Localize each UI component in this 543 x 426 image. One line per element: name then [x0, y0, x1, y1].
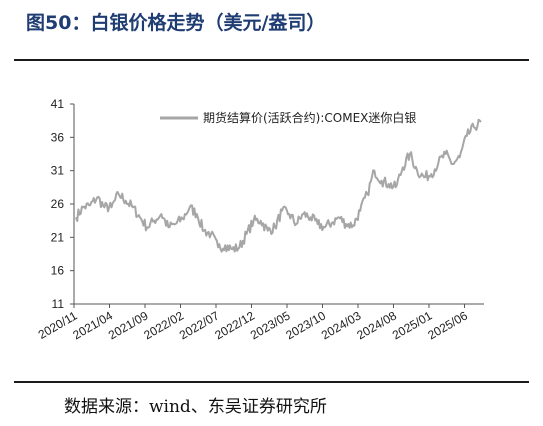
y-tick-label: 31 [51, 164, 65, 178]
bottom-rule [14, 381, 529, 383]
top-rule [14, 59, 529, 61]
series-line [75, 118, 482, 253]
x-tick-label: 2021/09 [106, 308, 151, 342]
series-layer [75, 118, 482, 253]
x-tick-label: 2022/02 [141, 308, 186, 342]
y-tick-label: 16 [51, 264, 65, 278]
x-tick-label: 2024/03 [319, 308, 364, 342]
y-tick-label: 11 [52, 297, 65, 311]
x-tick-label: 2022/12 [212, 308, 257, 342]
x-tick-label: 2022/07 [177, 308, 222, 342]
legend-label: 期货结算价(活跃合约):COMEX迷你白银 [203, 110, 416, 125]
x-tick-label: 2024/08 [354, 308, 399, 342]
x-tick-label: 2021/04 [70, 308, 115, 342]
x-tick-label: 2025/06 [425, 308, 470, 342]
chart-legend: 期货结算价(活跃合约):COMEX迷你白银 [160, 110, 416, 125]
source-note: 数据来源：wind、东吴证券研究所 [64, 397, 327, 417]
y-tick-label: 21 [51, 230, 65, 244]
y-tick-label: 36 [51, 130, 65, 144]
x-tick-label: 2025/01 [390, 308, 435, 342]
y-tick-label: 26 [51, 197, 65, 211]
y-tick-label: 41 [51, 97, 65, 111]
chart-axes: 111621263136412020/112021/042021/092022/… [36, 97, 484, 342]
figure-title: 图50：白银价格走势（美元/盎司） [26, 12, 326, 34]
x-tick-label: 2023/10 [283, 308, 328, 342]
x-tick-label: 2023/05 [248, 308, 293, 342]
